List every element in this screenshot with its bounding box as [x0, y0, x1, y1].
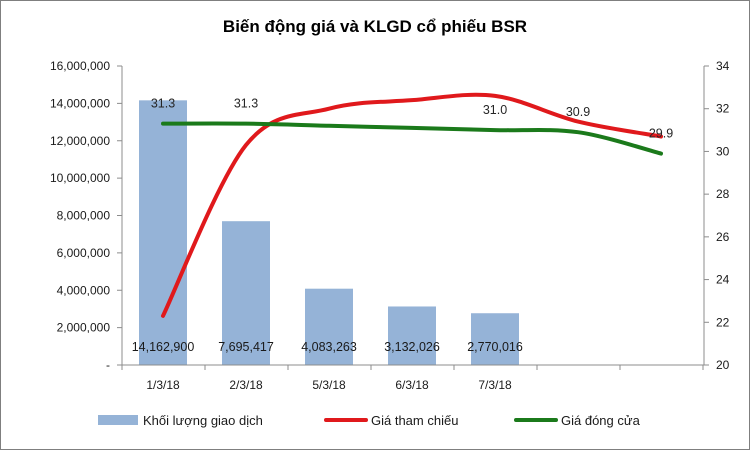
bar-value-label: 2,770,016: [467, 340, 523, 354]
legend-bar-swatch: [98, 415, 138, 425]
right-tick-label: 22: [716, 315, 730, 329]
data-labels: 14,162,900 7,695,417 4,083,263 3,132,026 2,7…: [132, 97, 673, 354]
line-value-label: 29.9: [649, 127, 673, 141]
left-tick-label: 16,000,000: [50, 59, 110, 73]
bar: [388, 306, 436, 365]
line-value-label: 30.9: [566, 105, 590, 119]
right-tick-label: 28: [716, 187, 730, 201]
right-tick-label: 32: [716, 102, 730, 116]
right-tick-label: 30: [716, 144, 730, 158]
right-tick-label: 34: [716, 59, 730, 73]
legend-close-price-label: Giá đóng cửa: [561, 413, 641, 428]
left-tick-label: 4,000,000: [57, 283, 111, 297]
bar-value-label: 4,083,263: [301, 340, 357, 354]
bar-value-label: 7,695,417: [218, 340, 274, 354]
bar-value-label: 3,132,026: [384, 340, 440, 354]
legend: Khối lượng giao dịch Giá tham chiếu Giá đó…: [98, 413, 641, 428]
bar: [222, 221, 270, 365]
x-tick-label: 7/3/18: [478, 378, 512, 392]
left-tick-label: 6,000,000: [57, 246, 111, 260]
ref-price-line: [161, 92, 663, 318]
bar: [139, 100, 187, 365]
left-tick-label: 12,000,000: [50, 134, 110, 148]
bar: [305, 288, 353, 365]
line-series: [161, 92, 663, 318]
left-tick-label: 8,000,000: [57, 209, 111, 223]
right-tick-label: 24: [716, 273, 730, 287]
left-tick-label: 2,000,000: [57, 321, 111, 335]
bar: [471, 313, 519, 365]
left-tick-label: 14,000,000: [50, 96, 110, 110]
x-tick-label: 5/3/18: [312, 378, 346, 392]
legend-bar-label: Khối lượng giao dịch: [143, 413, 263, 428]
x-tick-label: 1/3/18: [146, 378, 180, 392]
line-value-label: 31.0: [483, 103, 507, 117]
right-tick-label: 20: [716, 358, 730, 372]
left-tick-label: 10,000,000: [50, 171, 110, 185]
chart-title: Biến động giá và KLGD cổ phiếu BSR: [223, 17, 527, 36]
line-value-label: 31.3: [234, 97, 258, 111]
line-value-label: 31.3: [151, 97, 175, 111]
x-tick-label: 2/3/18: [229, 378, 263, 392]
right-tick-label: 26: [716, 230, 730, 244]
x-tick-label: 6/3/18: [395, 378, 429, 392]
legend-ref-price-label: Giá tham chiếu: [371, 413, 458, 428]
axes: - 2,000,000 4,000,000 6,000,000 8,000,000 10,…: [50, 59, 730, 392]
left-tick-label: -: [106, 358, 110, 372]
close-price-line: [161, 121, 663, 156]
bar-series: [139, 100, 519, 365]
bar-value-label: 14,162,900: [132, 340, 195, 354]
